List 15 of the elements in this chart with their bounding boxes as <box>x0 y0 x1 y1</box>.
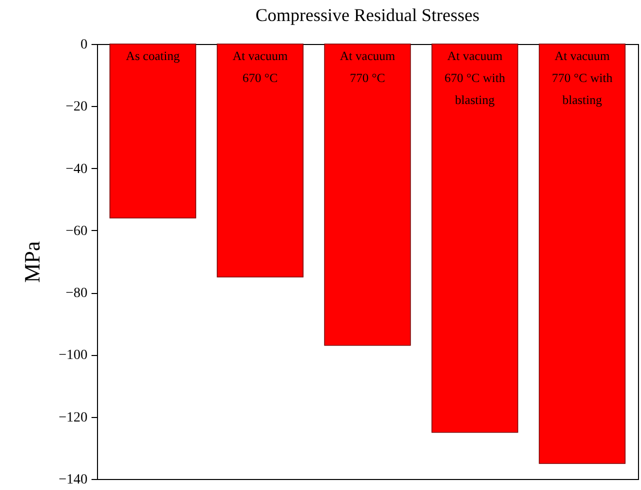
x-tick-label: As coating <box>126 49 180 63</box>
chart-title: Compressive Residual Stresses <box>256 5 480 25</box>
y-tick-label: −80 <box>66 286 88 302</box>
y-axis-title: MPa <box>20 240 45 283</box>
y-tick-label: −120 <box>58 410 88 426</box>
y-tick-label: −100 <box>58 348 88 364</box>
y-tick-label: −20 <box>66 100 88 115</box>
x-tick-label: At vacuum 670 °C with blasting <box>444 49 506 107</box>
x-tick-label: At vacuum 770 °C <box>340 49 396 85</box>
x-tick-label: At vacuum 770 °C with blasting <box>552 49 614 107</box>
y-tick-label: 0 <box>80 38 88 52</box>
y-tick-label: −60 <box>66 224 88 239</box>
y-tick-label: −40 <box>66 162 88 177</box>
y-tick-label: −140 <box>58 472 88 488</box>
x-tick-label: At vacuum 670 °C <box>232 49 288 85</box>
